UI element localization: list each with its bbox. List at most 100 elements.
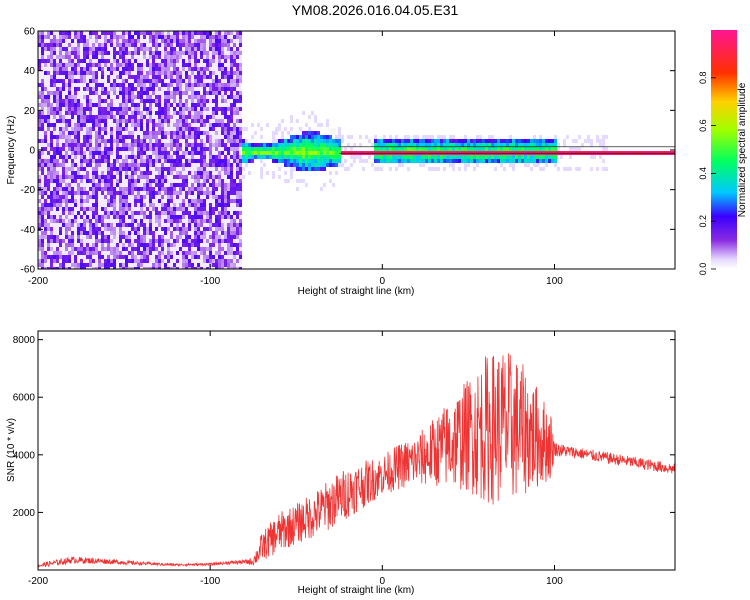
spectrogram-cell xyxy=(491,135,494,139)
spectrogram-cell xyxy=(59,151,62,155)
spectrogram-cell xyxy=(143,211,146,215)
spectrogram-cell xyxy=(182,75,185,79)
spectrogram-cell xyxy=(170,131,173,135)
spectrogram-cell xyxy=(77,71,80,75)
spectrogram-cell xyxy=(224,179,227,183)
spectrogram-cell xyxy=(44,191,47,195)
spectrogram-cell xyxy=(215,231,218,235)
spectrogram-cell xyxy=(209,87,212,91)
spectrogram-cell xyxy=(215,123,218,127)
spectrogram-cell xyxy=(47,167,50,171)
spectrogram-cell xyxy=(152,107,155,111)
spectrogram-cell xyxy=(233,231,236,235)
spectrogram-cell xyxy=(56,171,59,175)
spectrogram-cell xyxy=(224,155,227,159)
spectrogram-cell xyxy=(233,243,236,247)
spectrogram-cell xyxy=(404,139,407,143)
spectrogram-cell xyxy=(206,259,209,263)
spectrogram-cell xyxy=(113,43,116,47)
spectrogram-cell xyxy=(53,163,56,167)
spectrogram-cell xyxy=(194,219,197,223)
spectrogram-cell xyxy=(92,79,95,83)
spectrogram-cell xyxy=(173,203,176,207)
spectrogram-cell xyxy=(170,63,173,67)
spectrogram-cell xyxy=(149,83,152,87)
spectrogram-cell xyxy=(155,91,158,95)
spectrogram-cell xyxy=(236,251,239,255)
spectrogram-cell xyxy=(311,147,314,151)
spectrogram-cell xyxy=(152,211,155,215)
spectrogram-cell xyxy=(209,199,212,203)
spectrogram-cell xyxy=(206,239,209,243)
spectrogram-cell xyxy=(128,39,131,43)
spectrogram-cell xyxy=(224,151,227,155)
spectrogram-cell xyxy=(38,175,41,179)
spectrogram-cell xyxy=(200,215,203,219)
spectrogram-cell xyxy=(119,143,122,147)
spectrogram-cell xyxy=(47,31,50,35)
spectrogram-cell xyxy=(68,147,71,151)
spectrogram-cell xyxy=(227,79,230,83)
spectrogram-cell xyxy=(407,155,410,159)
spectrogram-cell xyxy=(80,135,83,139)
spectrogram-cell xyxy=(230,59,233,63)
spectrogram-cell xyxy=(221,171,224,175)
spectrogram-cell xyxy=(83,103,86,107)
spectrogram-cell xyxy=(203,139,206,143)
colorbar-tick-label: 0.2 xyxy=(698,215,708,228)
spectrogram-cell xyxy=(236,207,239,211)
spectrogram-cell xyxy=(218,159,221,163)
spectrogram-cell xyxy=(71,95,74,99)
spectrogram-cell xyxy=(224,195,227,199)
spectrogram-cell xyxy=(416,139,419,143)
spectrogram-cell xyxy=(194,243,197,247)
spectrogram-cell xyxy=(203,43,206,47)
spectrogram-cell xyxy=(107,103,110,107)
spectrogram-cell xyxy=(116,259,119,263)
spectrogram-cell xyxy=(479,159,482,163)
spectrogram-cell xyxy=(101,55,104,59)
spectrogram-cell xyxy=(131,247,134,251)
spectrogram-cell xyxy=(155,95,158,99)
spectrogram-cell xyxy=(95,51,98,55)
spectrogram-cell xyxy=(155,227,158,231)
spectrogram-cell xyxy=(197,215,200,219)
spectrogram-cell xyxy=(95,151,98,155)
spectrogram-cell xyxy=(125,151,128,155)
spectrogram-cell xyxy=(236,39,239,43)
spectrogram-cell xyxy=(173,235,176,239)
spectrogram-cell xyxy=(92,187,95,191)
spectrogram-cell xyxy=(482,155,485,159)
spectrogram-cell xyxy=(104,203,107,207)
spectrogram-cell xyxy=(146,127,149,131)
spectrogram-cell xyxy=(77,35,80,39)
spectrogram-cell xyxy=(41,235,44,239)
spectrogram-cell xyxy=(170,71,173,75)
spectrogram-cell xyxy=(86,127,89,131)
spectrogram-cell xyxy=(113,95,116,99)
spectrogram-cell xyxy=(224,51,227,55)
spectrogram-cell xyxy=(305,159,308,163)
spectrogram-cell xyxy=(191,83,194,87)
spectrogram-cell xyxy=(77,223,80,227)
spectrogram-cell xyxy=(215,47,218,51)
spectrogram-cell xyxy=(218,123,221,127)
spectrogram-cell xyxy=(152,231,155,235)
spectrogram-cell xyxy=(179,55,182,59)
spectrogram-cell xyxy=(116,111,119,115)
spectrogram-cell xyxy=(38,251,41,255)
spectrogram-cell xyxy=(101,231,104,235)
spectrogram-cell xyxy=(119,75,122,79)
spectrogram-cell xyxy=(590,139,593,143)
spectrogram-cell xyxy=(95,187,98,191)
spectrogram-cell xyxy=(77,39,80,43)
spectrogram-cell xyxy=(275,155,278,159)
spectrogram-cell xyxy=(236,99,239,103)
spectrogram-cell xyxy=(212,103,215,107)
spectrogram-cell xyxy=(146,175,149,179)
spectrogram-cell xyxy=(185,83,188,87)
spectrogram-cell xyxy=(167,123,170,127)
spectrogram-cell xyxy=(125,135,128,139)
spectrogram-cell xyxy=(101,267,104,269)
spectrogram-cell xyxy=(74,203,77,207)
